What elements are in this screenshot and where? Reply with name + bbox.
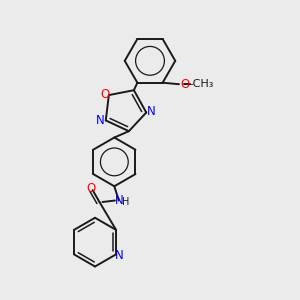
Text: N: N — [115, 249, 124, 262]
Text: N: N — [147, 105, 155, 119]
Text: O: O — [101, 88, 110, 101]
Text: H: H — [122, 197, 129, 207]
Text: N: N — [114, 194, 123, 207]
Text: –CH₃: –CH₃ — [187, 79, 214, 89]
Text: O: O — [181, 78, 190, 91]
Text: O: O — [86, 182, 96, 195]
Text: N: N — [96, 114, 105, 127]
